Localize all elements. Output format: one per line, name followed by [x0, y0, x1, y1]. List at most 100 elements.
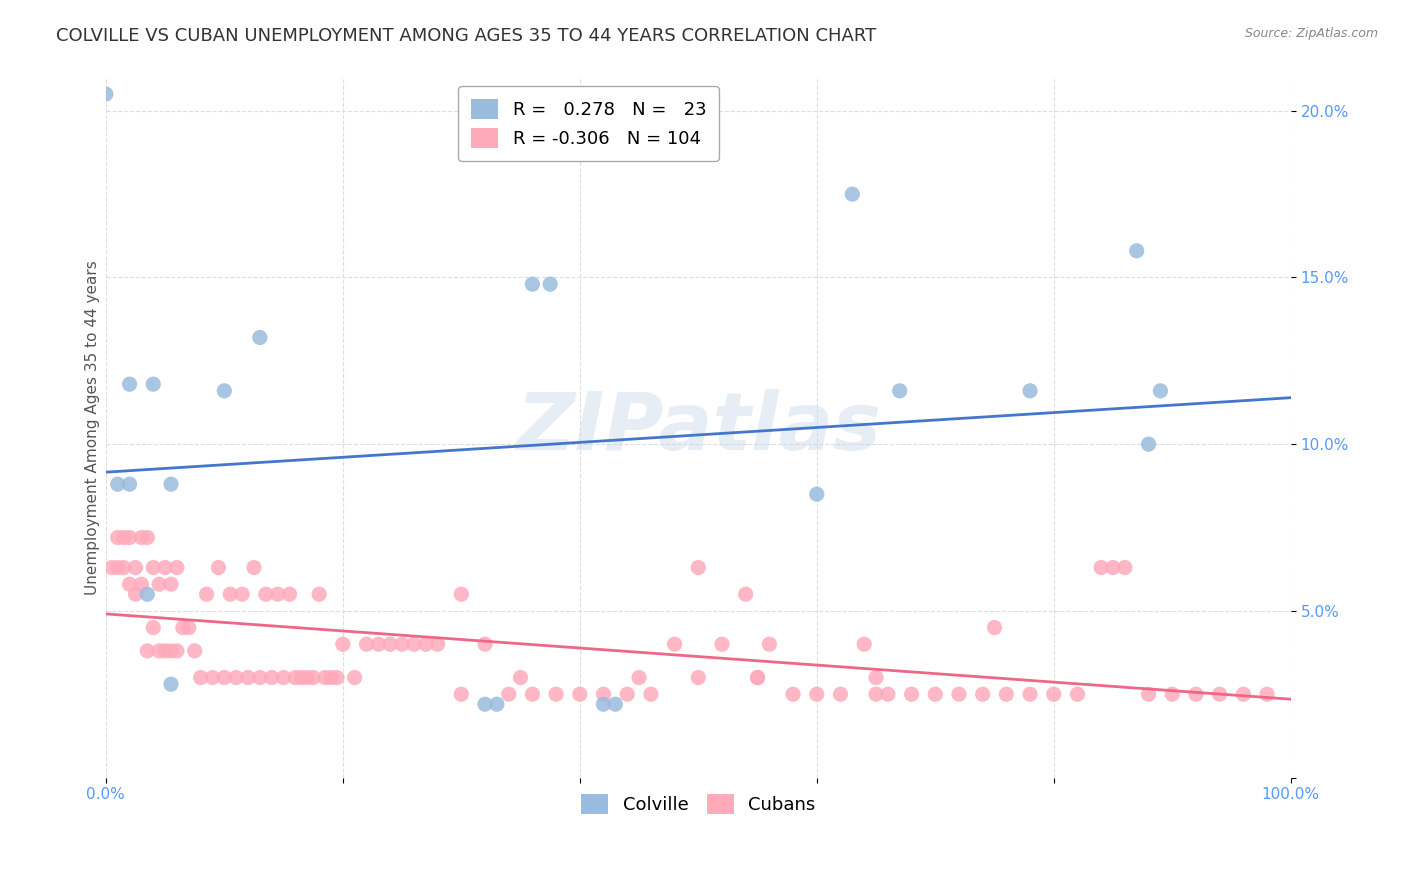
Point	[207, 560, 229, 574]
Point	[219, 587, 242, 601]
Point	[747, 671, 769, 685]
Point	[1125, 244, 1147, 258]
Point	[522, 687, 544, 701]
Point	[249, 330, 271, 344]
Point	[853, 637, 876, 651]
Point	[177, 621, 200, 635]
Point	[201, 671, 224, 685]
Point	[136, 531, 159, 545]
Point	[332, 637, 354, 651]
Point	[1114, 560, 1136, 574]
Point	[450, 687, 472, 701]
Point	[391, 637, 413, 651]
Point	[243, 560, 266, 574]
Point	[118, 531, 141, 545]
Point	[640, 687, 662, 701]
Point	[101, 560, 124, 574]
Point	[782, 687, 804, 701]
Point	[124, 560, 146, 574]
Text: COLVILLE VS CUBAN UNEMPLOYMENT AMONG AGES 35 TO 44 YEARS CORRELATION CHART: COLVILLE VS CUBAN UNEMPLOYMENT AMONG AGE…	[56, 27, 876, 45]
Point	[865, 687, 887, 701]
Point	[841, 187, 863, 202]
Point	[94, 87, 117, 102]
Point	[402, 637, 425, 651]
Point	[160, 677, 183, 691]
Point	[367, 637, 389, 651]
Point	[1066, 687, 1088, 701]
Point	[160, 477, 183, 491]
Point	[142, 377, 165, 392]
Point	[734, 587, 756, 601]
Point	[343, 671, 366, 685]
Point	[142, 621, 165, 635]
Point	[153, 644, 176, 658]
Point	[112, 560, 135, 574]
Point	[118, 577, 141, 591]
Point	[236, 671, 259, 685]
Point	[485, 697, 508, 711]
Point	[214, 384, 236, 398]
Point	[688, 560, 710, 574]
Point	[356, 637, 378, 651]
Point	[195, 587, 218, 601]
Y-axis label: Unemployment Among Ages 35 to 44 years: Unemployment Among Ages 35 to 44 years	[86, 260, 100, 595]
Point	[319, 671, 342, 685]
Legend: Colville, Cubans: Colville, Cubans	[571, 783, 827, 824]
Point	[1090, 560, 1112, 574]
Point	[876, 687, 898, 701]
Point	[284, 671, 307, 685]
Point	[865, 671, 887, 685]
Point	[498, 687, 520, 701]
Point	[278, 587, 301, 601]
Point	[118, 477, 141, 491]
Point	[983, 621, 1005, 635]
Point	[131, 577, 153, 591]
Point	[1019, 384, 1042, 398]
Point	[249, 671, 271, 685]
Point	[1256, 687, 1278, 701]
Point	[225, 671, 247, 685]
Point	[136, 587, 159, 601]
Point	[474, 697, 496, 711]
Point	[995, 687, 1018, 701]
Point	[1019, 687, 1042, 701]
Point	[107, 531, 129, 545]
Point	[972, 687, 994, 701]
Point	[136, 644, 159, 658]
Point	[711, 637, 734, 651]
Point	[308, 587, 330, 601]
Point	[107, 477, 129, 491]
Point	[148, 644, 170, 658]
Point	[160, 577, 183, 591]
Text: Source: ZipAtlas.com: Source: ZipAtlas.com	[1244, 27, 1378, 40]
Point	[747, 671, 769, 685]
Point	[628, 671, 651, 685]
Point	[522, 277, 544, 292]
Point	[260, 671, 283, 685]
Point	[153, 560, 176, 574]
Point	[664, 637, 686, 651]
Point	[758, 637, 780, 651]
Point	[426, 637, 449, 651]
Point	[380, 637, 402, 651]
Point	[1042, 687, 1064, 701]
Point	[1149, 384, 1171, 398]
Point	[1161, 687, 1184, 701]
Point	[118, 377, 141, 392]
Point	[314, 671, 336, 685]
Point	[688, 671, 710, 685]
Point	[415, 637, 437, 651]
Point	[172, 621, 194, 635]
Point	[266, 587, 288, 601]
Point	[142, 560, 165, 574]
Point	[924, 687, 946, 701]
Point	[124, 587, 146, 601]
Point	[160, 644, 183, 658]
Point	[830, 687, 852, 701]
Point	[509, 671, 531, 685]
Point	[254, 587, 277, 601]
Point	[1232, 687, 1254, 701]
Point	[450, 587, 472, 601]
Point	[948, 687, 970, 701]
Point	[538, 277, 561, 292]
